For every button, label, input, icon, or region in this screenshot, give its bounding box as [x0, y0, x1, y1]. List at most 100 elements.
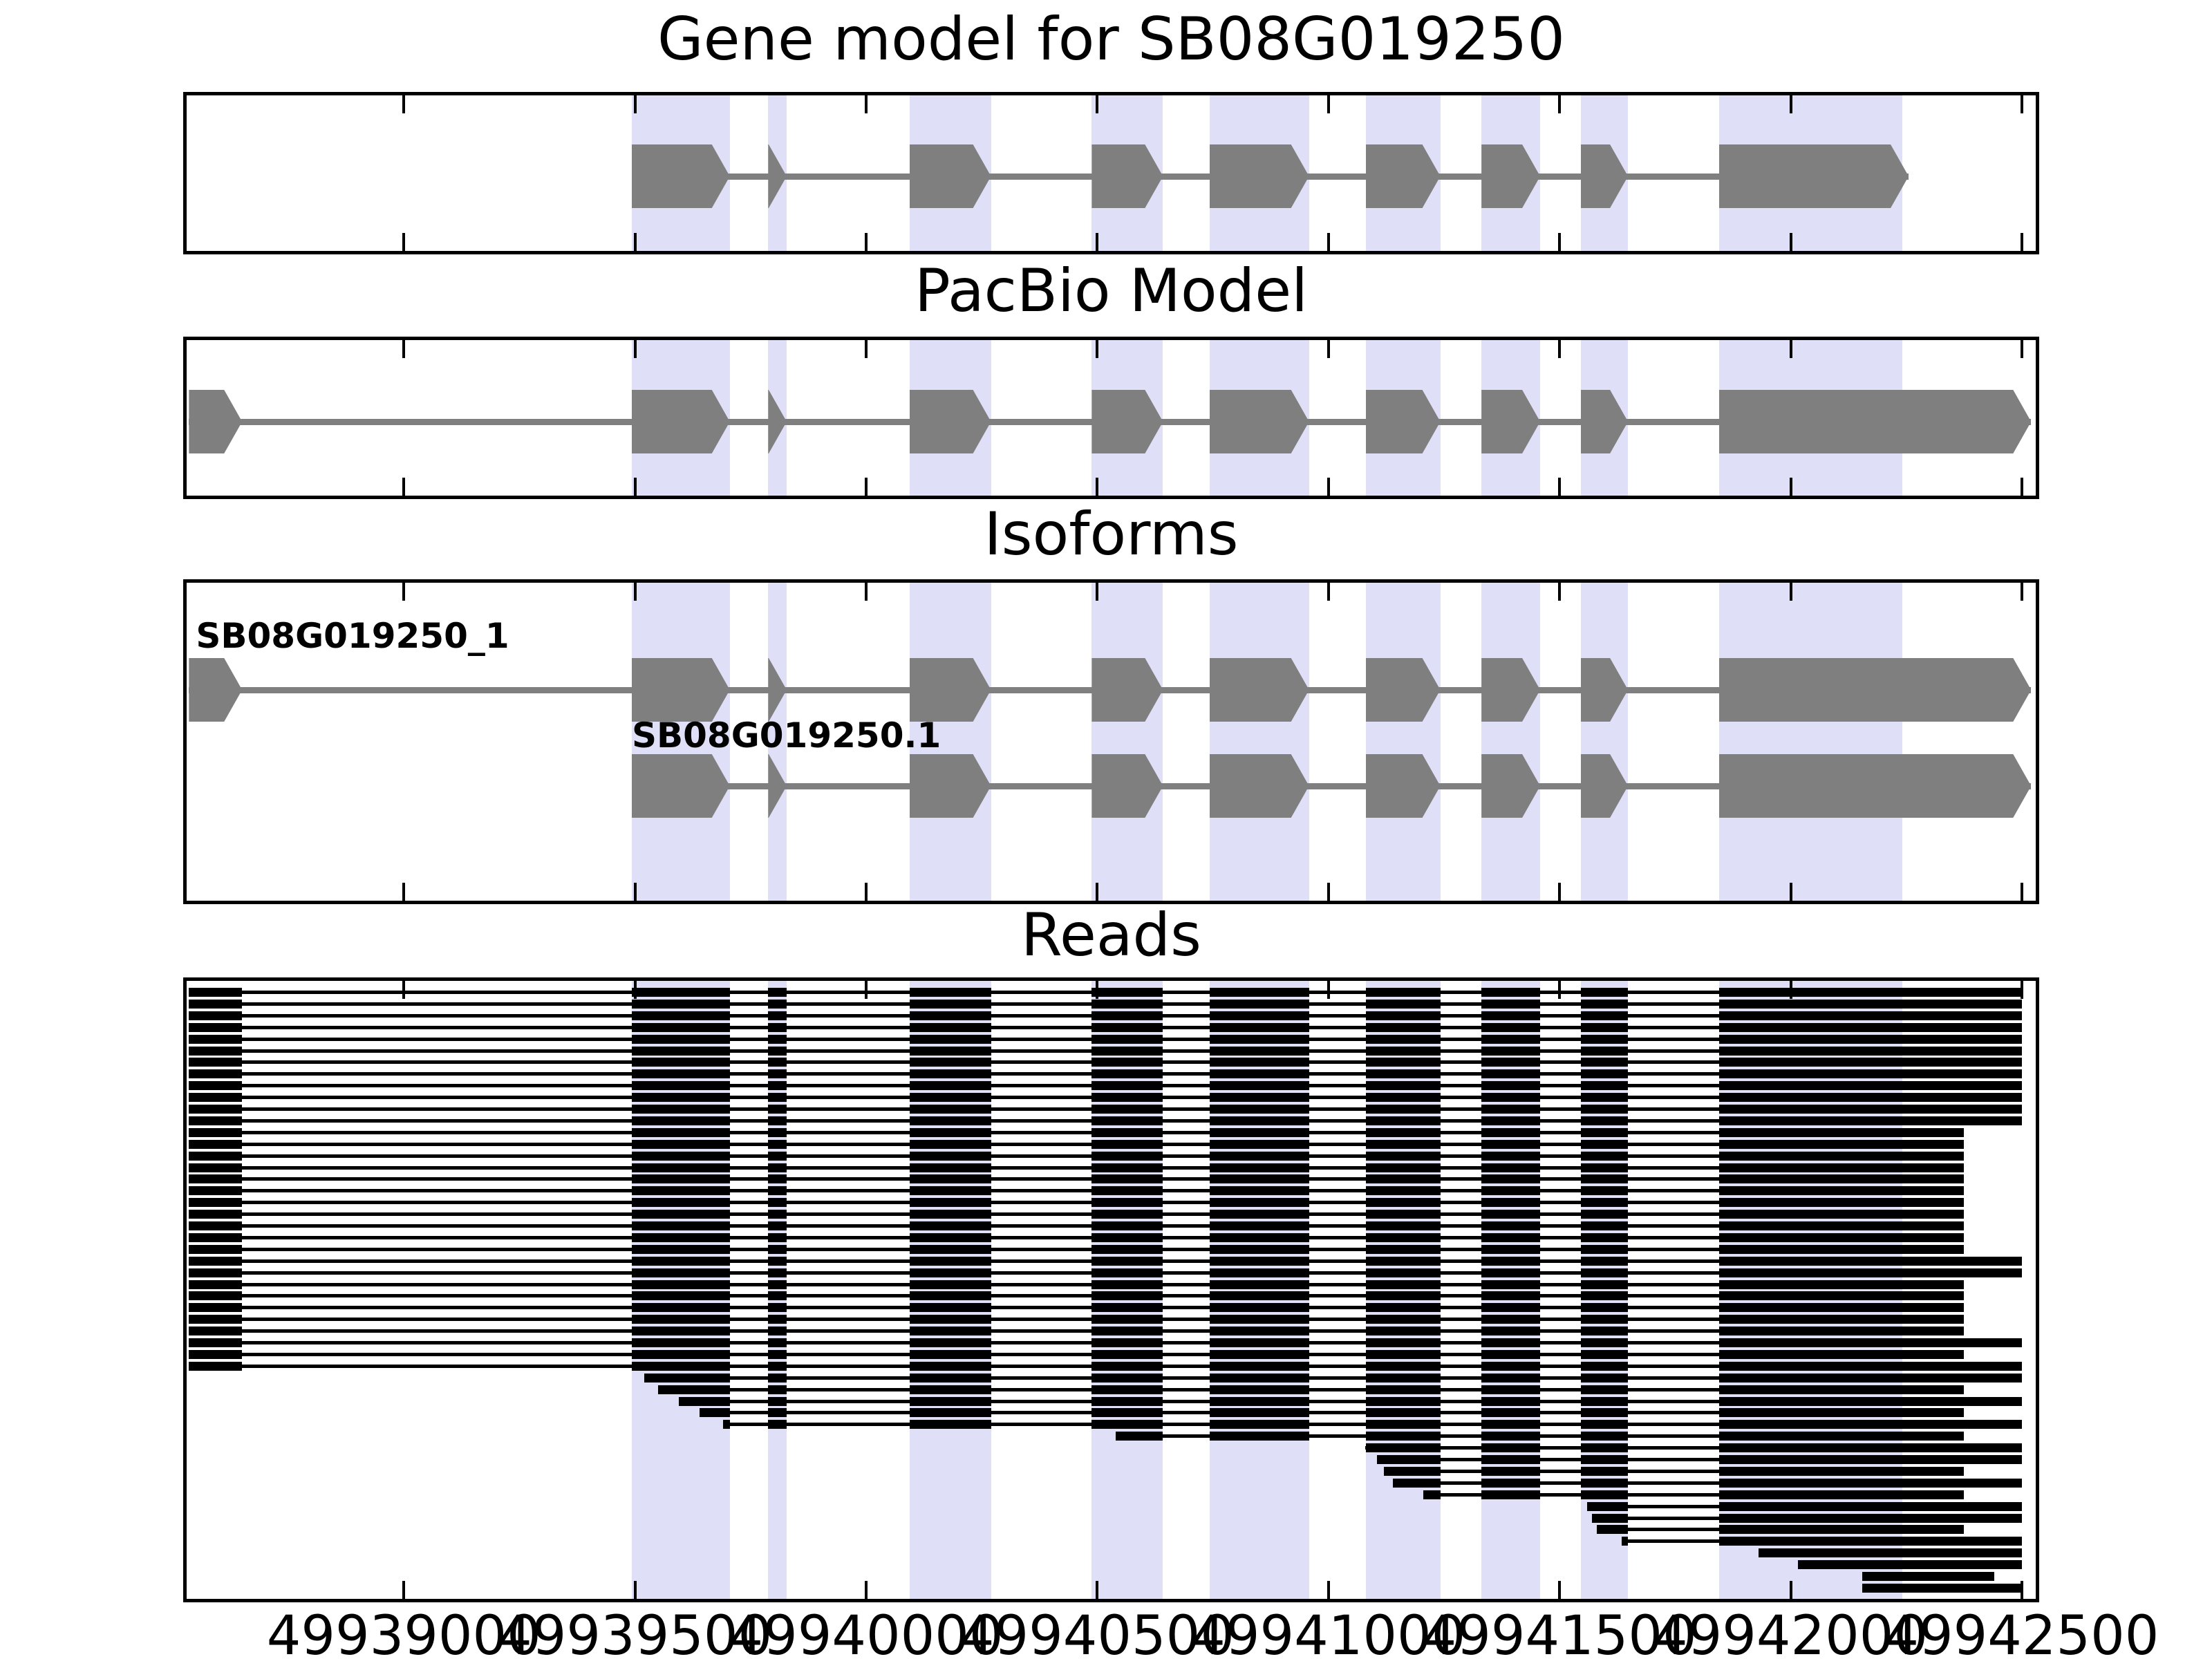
read-exon-block	[1718, 1139, 1965, 1149]
read-exon-block	[768, 1046, 787, 1056]
read-exon-block	[1481, 1139, 1541, 1149]
read-exon-block	[1481, 1022, 1541, 1032]
axis-tick	[633, 233, 637, 251]
read-exon-block	[1377, 1455, 1441, 1465]
axis-tick	[1327, 981, 1330, 999]
read-exon-block	[1481, 1303, 1541, 1313]
read-exon-block	[1393, 1478, 1441, 1488]
read-row	[187, 1046, 2036, 1056]
read-exon-block	[1718, 1361, 2022, 1371]
read-line	[189, 1189, 1965, 1193]
read-exon-block	[1718, 1256, 2022, 1266]
read-exon-block	[1481, 1116, 1541, 1125]
x-tick-label: 49942500	[1884, 1605, 2159, 1659]
read-exon-block	[768, 1303, 787, 1313]
read-exon-block	[1718, 1466, 1965, 1476]
read-exon-block	[909, 1022, 991, 1032]
read-exon-block	[1718, 1011, 2022, 1020]
read-exon-block	[644, 1373, 730, 1382]
read-exon-block	[1091, 1186, 1163, 1196]
axis-tick	[633, 1581, 637, 1599]
read-exon-block	[1580, 1361, 1629, 1371]
axis-tick	[2020, 233, 2023, 251]
read-exon-block	[1718, 1186, 1965, 1196]
read-exon-block	[1481, 1291, 1541, 1301]
read-exon-block	[1580, 1081, 1629, 1091]
read-exon-block	[632, 1361, 730, 1371]
read-exon-block	[632, 1338, 730, 1348]
read-exon-block	[1481, 1490, 1541, 1499]
read-exon-block	[768, 1058, 787, 1067]
exon-arrow	[632, 658, 730, 722]
read-exon-block	[1209, 1069, 1309, 1079]
read-exon-block	[722, 1420, 730, 1430]
read-exon-block	[909, 1221, 991, 1231]
read-exon-block	[1718, 1022, 2022, 1032]
gene-model-panel	[183, 92, 2039, 254]
axis-tick	[2020, 478, 2023, 496]
read-exon-block	[1091, 1011, 1163, 1020]
axis-tick	[1096, 95, 1099, 113]
read-row	[187, 1105, 2036, 1114]
read-exon-block	[909, 1046, 991, 1056]
read-row	[187, 1093, 2036, 1103]
read-exon-block	[189, 1327, 243, 1336]
read-exon-block	[768, 1139, 787, 1149]
read-row	[187, 1022, 2036, 1032]
read-line	[700, 1411, 1965, 1415]
read-exon-block	[768, 1081, 787, 1091]
axis-tick	[865, 883, 868, 901]
exon-highlight-band	[1481, 583, 1541, 901]
read-line	[189, 1154, 1965, 1158]
exon-arrow	[910, 754, 991, 818]
pacbio-model-panel	[183, 337, 2039, 499]
read-exon-block	[1580, 1221, 1629, 1231]
read-exon-block	[1365, 1198, 1441, 1208]
read-row	[187, 1280, 2036, 1289]
read-exon-block	[1580, 1385, 1629, 1394]
read-exon-block	[768, 1244, 787, 1254]
read-exon-block	[768, 1420, 787, 1430]
x-tick-label: 49939500	[498, 1605, 773, 1659]
axis-tick	[2020, 583, 2023, 601]
exon-arrow	[189, 390, 242, 453]
read-line	[1393, 1481, 2022, 1485]
read-exon-block	[1481, 1174, 1541, 1184]
read-exon-block	[1365, 1011, 1441, 1020]
read-exon-block	[1718, 1280, 1965, 1289]
read-exon-block	[1091, 1373, 1163, 1382]
read-exon-block	[909, 1280, 991, 1289]
read-exon-block	[1365, 1361, 1441, 1371]
read-exon-block	[1365, 1093, 1441, 1103]
read-exon-block	[1209, 1280, 1309, 1289]
axis-tick	[1558, 95, 1562, 113]
read-exon-block	[1091, 1210, 1163, 1219]
axis-tick	[2020, 95, 2023, 113]
read-exon-block	[909, 1338, 991, 1348]
read-exon-block	[1091, 1046, 1163, 1056]
read-exon-block	[1365, 1327, 1441, 1336]
axis-tick	[2020, 1581, 2023, 1599]
read-row	[187, 1303, 2036, 1313]
read-exon-block	[189, 1046, 243, 1056]
read-exon-block	[1365, 1303, 1441, 1313]
exon-arrow	[1719, 144, 1909, 208]
read-row	[187, 1163, 2036, 1172]
read-exon-block	[1481, 988, 1541, 997]
read-exon-block	[909, 1069, 991, 1079]
read-exon-block	[1209, 1338, 1309, 1348]
exon-highlight-band	[1209, 583, 1309, 901]
read-exon-block	[1718, 1349, 1965, 1359]
read-line	[1384, 1469, 1965, 1473]
x-tick-label: 49941000	[1191, 1605, 1466, 1659]
axis-tick	[1789, 95, 1792, 113]
read-row	[187, 1151, 2036, 1161]
axis-tick	[402, 340, 406, 358]
read-exon-block	[909, 988, 991, 997]
read-exon-block	[1481, 1408, 1541, 1418]
read-row	[187, 1327, 2036, 1336]
read-exon-block	[1718, 999, 2022, 1009]
read-exon-block	[1209, 1081, 1309, 1091]
axis-tick	[1327, 583, 1330, 601]
read-row	[187, 1268, 2036, 1277]
